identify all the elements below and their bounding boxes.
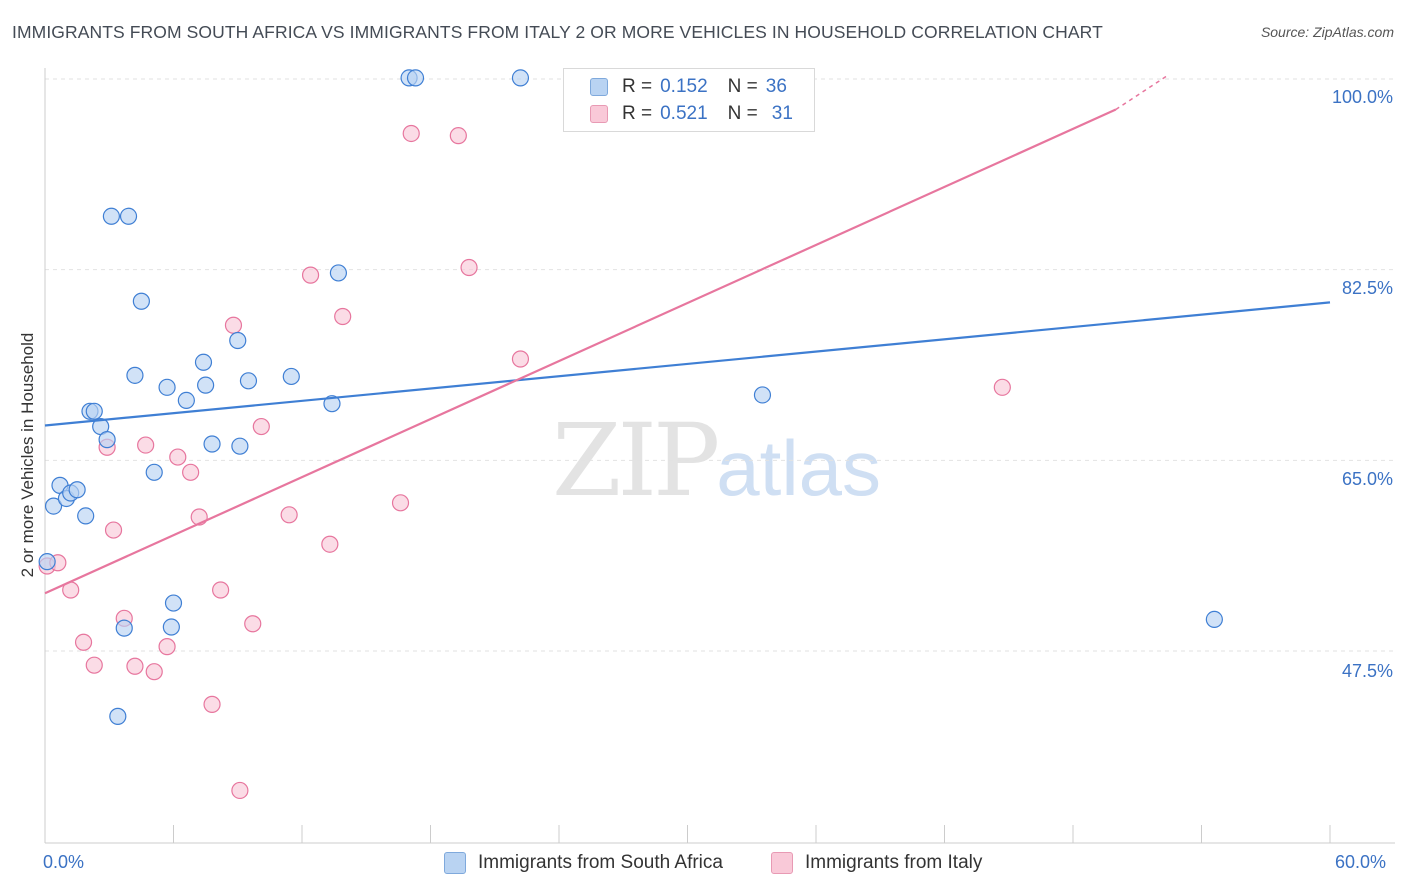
italy-point-9 [137, 436, 155, 454]
south-africa-point-21 [177, 391, 195, 410]
italy-point-4 [85, 656, 103, 674]
south-africa-point-13 [115, 619, 133, 637]
south-africa-point-6 [77, 507, 95, 525]
x-tick-label-min: 0.0% [43, 852, 85, 872]
legend-item-south-africa[interactable]: Immigrants from South Africa [444, 852, 723, 874]
south-africa-point-29 [323, 395, 341, 413]
italy-point-29 [511, 350, 530, 368]
legend-r-value: 0.521 [660, 103, 708, 124]
south-africa-point-15 [126, 366, 144, 384]
y-tick-label-65: 65.0% [1341, 469, 1393, 489]
legend-n-label: N = [727, 103, 758, 124]
legend-swatch-blue [590, 78, 608, 96]
legend-label-south-africa: Immigrants from South Africa [478, 852, 723, 873]
y-axis-title: 2 or more Vehicles in Household [18, 332, 37, 578]
south-africa-point-20 [164, 594, 183, 612]
trend-lines [44, 75, 1331, 595]
y-tick-label-47-5: 47.5% [1341, 661, 1393, 681]
trend-italy [44, 108, 1117, 595]
legend-n-value: 31 [771, 103, 793, 124]
watermark: ZIPatlas [552, 402, 881, 519]
italy-point-10 [145, 663, 163, 681]
south-africa-point-26 [231, 437, 249, 455]
italy-point-24 [334, 307, 352, 326]
south-africa-point-24 [203, 435, 221, 453]
italy-point-19 [244, 615, 262, 633]
legend-swatch-blue [444, 852, 466, 874]
south-africa-point-23 [197, 376, 215, 394]
italy-point-6 [104, 521, 123, 539]
south-africa-point-12 [109, 707, 127, 725]
south-africa-point-17 [145, 463, 163, 481]
legend-label-italy: Immigrants from Italy [805, 852, 983, 873]
legend-r-label: R = [622, 103, 653, 124]
italy-point-13 [182, 463, 200, 481]
legend-swatch-pink [590, 105, 608, 123]
south-africa-point-22 [194, 353, 213, 371]
legend-r-label: R = [622, 76, 653, 97]
series-south-africa-points [38, 69, 1223, 725]
source-credit: Source: ZipAtlas.com [1260, 24, 1394, 40]
south-africa-point-5 [68, 481, 86, 499]
gridlines [45, 78, 1395, 652]
south-africa-point-0 [38, 553, 56, 571]
south-africa-point-1 [44, 497, 63, 515]
axes [44, 68, 1395, 844]
italy-point-16 [212, 581, 230, 599]
legend-n-value: 36 [765, 76, 787, 97]
italy-point-26 [402, 124, 420, 143]
italy-point-27 [449, 127, 467, 145]
stats-legend: R = 0.152 N = 36 R = 0.521 N = 31 [563, 68, 815, 132]
italy-point-17 [224, 316, 243, 334]
south-africa-point-30 [329, 264, 348, 282]
south-africa-point-19 [162, 618, 180, 636]
trend-south-africa [44, 301, 1331, 427]
italy-point-18 [231, 781, 249, 800]
legend-swatch-pink [771, 852, 793, 874]
south-africa-point-27 [239, 372, 258, 390]
watermark-atlas: atlas [716, 424, 882, 512]
south-africa-point-35 [1205, 610, 1223, 629]
italy-point-21 [280, 506, 298, 524]
south-africa-point-16 [132, 292, 150, 310]
italy-point-28 [460, 258, 478, 277]
south-africa-point-18 [158, 378, 176, 396]
legend-n-label: N = [727, 76, 758, 97]
south-africa-point-8 [85, 402, 103, 420]
y-tick-label-100: 100.0% [1331, 87, 1393, 107]
south-africa-point-11 [102, 207, 120, 225]
trend-italy-extension [1115, 75, 1168, 111]
italy-point-22 [301, 266, 320, 284]
legend-r-value: 0.152 [660, 76, 708, 97]
series-italy-points [38, 124, 1011, 800]
chart-title: IMMIGRANTS FROM SOUTH AFRICA VS IMMIGRAN… [12, 22, 1103, 42]
legend-item-italy[interactable]: Immigrants from Italy [771, 852, 982, 874]
italy-point-12 [169, 448, 187, 466]
italy-point-30 [993, 378, 1011, 396]
y-tick-label-82-5: 82.5% [1341, 278, 1393, 298]
italy-point-25 [391, 494, 410, 512]
south-africa-point-32 [406, 69, 425, 87]
south-africa-point-10 [98, 431, 116, 449]
legend-row-south-africa: R = 0.152 N = 36 [590, 75, 787, 99]
italy-point-8 [126, 657, 144, 675]
italy-point-23 [321, 535, 339, 553]
legend-row-italy: R = 0.521 N = 31 [590, 102, 793, 126]
italy-point-11 [158, 638, 176, 656]
italy-point-20 [252, 417, 270, 436]
south-africa-point-14 [119, 207, 138, 225]
south-africa-point-25 [229, 331, 247, 350]
south-africa-point-28 [282, 367, 300, 386]
italy-point-15 [203, 695, 221, 713]
south-africa-point-33 [511, 69, 530, 87]
series-legend: Immigrants from South Africa Immigrants … [0, 852, 1406, 878]
x-tick-label-max: 60.0% [1335, 852, 1387, 872]
watermark-zip: ZIP [552, 402, 720, 519]
south-africa-point-34 [753, 386, 772, 404]
italy-point-3 [74, 633, 93, 651]
